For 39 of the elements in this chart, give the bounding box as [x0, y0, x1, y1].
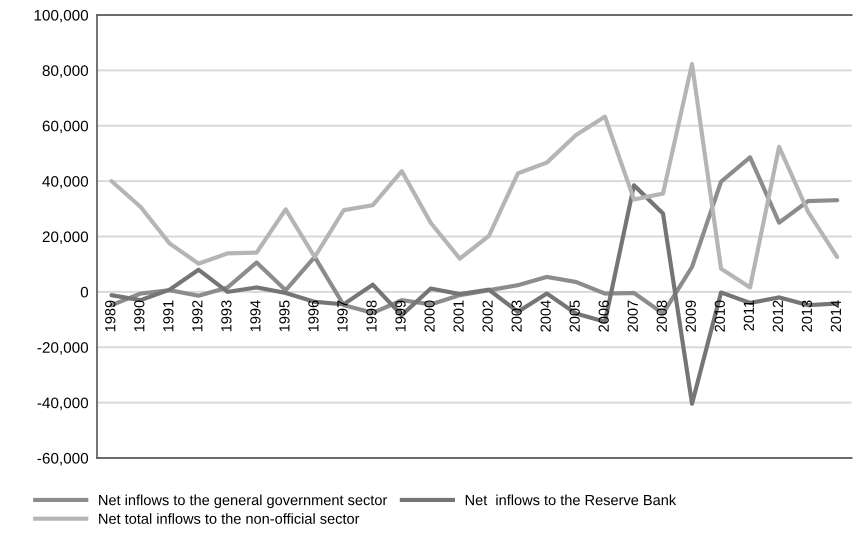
y-tick-label: 80,000: [42, 65, 88, 78]
x-tick-label: 1997: [337, 300, 348, 332]
x-tick-label: 2005: [570, 300, 580, 332]
y-tick-label: 20,000: [42, 231, 88, 244]
x-tick-label: 1998: [366, 300, 377, 332]
x-tick-label: 1996: [308, 300, 319, 332]
x-tick-label: 2010: [714, 300, 725, 332]
y-tick-label: 0: [80, 286, 88, 298]
y-tick-label: -40,000: [38, 397, 88, 410]
x-tick-label: 1990: [134, 300, 144, 332]
x-tick-label: 1994: [250, 300, 261, 332]
x-tick-label: 2013: [802, 300, 812, 332]
x-tick-label: 1992: [192, 300, 203, 332]
x-tick-label: 1999: [395, 300, 406, 332]
y-tick-label: 40,000: [42, 176, 88, 189]
x-tick-label: 2014: [830, 300, 842, 332]
x-tick-label: 1991: [163, 300, 174, 332]
x-tick-label: 2000: [424, 300, 435, 332]
y-tick-label: -60,000: [38, 452, 88, 466]
y-tick-label: 60,000: [42, 120, 88, 134]
x-tick-label: 2003: [511, 300, 522, 332]
x-tick-label: 1989: [105, 300, 116, 332]
x-tick-label: 2012: [772, 300, 784, 332]
x-tick-label: 2007: [628, 300, 638, 332]
x-tick-label: 2001: [453, 300, 464, 332]
line-series: [109, 62, 840, 290]
x-tick-label: 1993: [221, 300, 232, 332]
x-tick-label: 2009: [686, 300, 696, 332]
x-tick-label: 2002: [482, 300, 493, 332]
x-tick-label: 2008: [656, 300, 667, 332]
legend-label: Net inflows to the Reserve Bank: [466, 494, 676, 506]
x-tick-label: 2004: [540, 300, 551, 332]
x-tick-label: 2011: [744, 300, 754, 331]
legend-label: Net total inflows to the non-official sector: [99, 513, 360, 524]
legend-label: Net inflows to the general government sector: [99, 494, 388, 508]
x-tick-label: 1995: [279, 300, 290, 332]
x-tick-label: 2006: [598, 300, 609, 332]
y-tick-label: 100,000: [34, 10, 88, 22]
y-tick-label: -20,000: [38, 342, 88, 355]
